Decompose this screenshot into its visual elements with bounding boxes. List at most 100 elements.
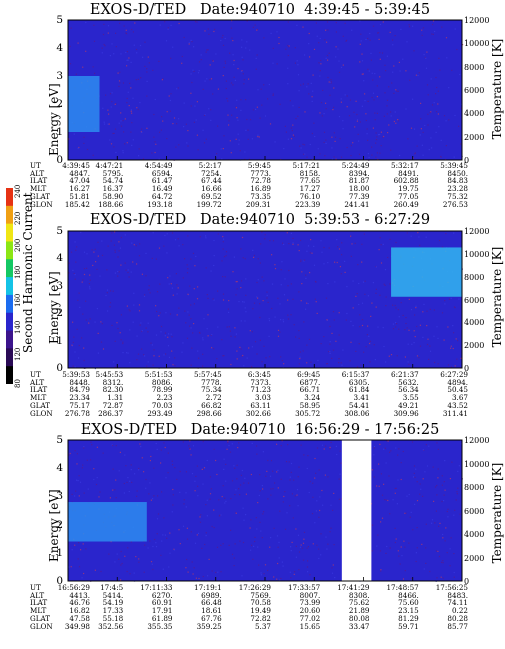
table-cell: 17:11:33	[140, 583, 173, 592]
table-cell: 76.10	[299, 191, 321, 201]
table-cell: 23.15	[398, 606, 419, 616]
heatmap-plot	[67, 19, 464, 161]
table-row-label: MLT	[30, 393, 47, 403]
table-cell: 8448.	[69, 377, 90, 387]
table-cell: 6:21:37	[391, 370, 419, 379]
y2-tick-label: 8000	[464, 272, 485, 282]
y2-tick-label: 4000	[464, 318, 485, 328]
table-cell: 16.82	[69, 606, 90, 616]
table-cell: 75.17	[69, 400, 90, 410]
table-cell: 199.72	[196, 199, 222, 209]
table-row-label: ILAT	[30, 176, 48, 186]
table-row-label: MLT	[30, 184, 47, 194]
y2-tick-label: 12000	[464, 436, 490, 445]
table-cell: 8491.	[398, 168, 419, 178]
table-cell: 3.24	[304, 393, 321, 403]
table-cell: 47.58	[69, 613, 90, 623]
y2-axis-label: Temperature [K]	[490, 462, 504, 564]
heatmap-plot	[67, 439, 463, 582]
table-cell: 8158.	[299, 168, 321, 178]
table-cell: 46.76	[69, 598, 90, 608]
table-cell: 4:54:49	[144, 161, 173, 170]
table-cell: 8483.	[447, 590, 468, 600]
table-cell: 185.42	[64, 199, 90, 209]
table-cell: 66.82	[201, 400, 222, 410]
y-axis-label: Energy [eV]	[47, 83, 61, 156]
table-cell: 276.78	[64, 408, 90, 418]
table-cell: 43.52	[447, 400, 468, 410]
table-row-label: ALT	[30, 168, 45, 178]
y-tick-label: 3	[56, 70, 63, 82]
table-row-label: GLAT	[30, 613, 51, 623]
table-cell: 73.35	[250, 191, 271, 201]
table-cell: 5:2:17	[198, 161, 222, 170]
y-tick-label: 5	[56, 434, 63, 446]
table-cell: 355.35	[147, 621, 173, 631]
table-cell: 49.21	[398, 400, 419, 410]
y-tick-label: 4	[56, 252, 63, 265]
table-cell: 16.66	[201, 184, 222, 194]
table-cell: 66.71	[299, 385, 321, 395]
enhancement-region	[391, 247, 462, 297]
table-row-label: UT	[30, 583, 41, 592]
table-cell: 17:41:29	[337, 583, 370, 592]
table-cell: 305.72	[295, 408, 321, 418]
table-cell: 5632.	[398, 377, 419, 387]
colorbar-segment	[6, 330, 13, 349]
table-cell: 311.41	[442, 408, 468, 418]
table-cell: 6270.	[151, 590, 173, 600]
table-row-label: ALT	[30, 590, 45, 600]
table-cell: 302.66	[245, 408, 271, 418]
y2-tick-label: 12000	[464, 16, 490, 25]
table-cell: 18.00	[348, 184, 370, 194]
table-cell: 70.58	[250, 598, 271, 608]
heatmap-plot	[67, 230, 463, 370]
table-cell: 5795.	[102, 168, 124, 178]
table-cell: 193.18	[147, 199, 173, 209]
table-cell: 4413.	[69, 590, 90, 600]
table-cell: 19.75	[398, 184, 419, 194]
table-cell: 73.99	[299, 598, 321, 608]
table-cell: 72.78	[250, 176, 271, 186]
y-tick-label: 3	[56, 279, 63, 292]
heatmap-background	[68, 20, 462, 160]
table-cell: 84.79	[69, 385, 90, 395]
table-row-label: MLT	[30, 606, 47, 616]
table-cell: 77.02	[299, 613, 321, 623]
table-cell: 5:32:17	[391, 161, 419, 170]
colorbar-segment	[6, 348, 13, 367]
table-cell: 66.48	[201, 598, 222, 608]
table-cell: 69.52	[201, 191, 222, 201]
panel-title: EXOS-D/TED Date:940710 16:56:29 - 17:56:…	[80, 422, 440, 438]
table-cell: 6:27:29	[440, 370, 468, 379]
table-cell: 75.62	[348, 598, 370, 608]
table-cell: 5414.	[102, 590, 124, 600]
table-cell: 80.08	[348, 613, 370, 623]
colorbar-segment	[6, 259, 13, 278]
y2-tick-label: 10000	[464, 39, 490, 49]
table-cell: 7773.	[250, 168, 271, 178]
panel-1: EXOS-D/TED Date:940710 4:39:45 - 5:39:45…	[0, 0, 505, 215]
table-cell: 16:56:29	[57, 583, 90, 592]
table-cell: 8007.	[299, 590, 321, 600]
table-cell: 54.19	[102, 598, 124, 608]
table-cell: 7373.	[250, 377, 271, 387]
table-cell: 17:48:57	[386, 583, 419, 592]
y2-tick-label: 8000	[464, 62, 485, 72]
y-tick-label: 0	[56, 154, 63, 166]
panel-title: EXOS-D/TED Date:940710 5:39:53 - 6:27:29	[89, 212, 431, 228]
table-cell: 5:39:45	[440, 161, 468, 170]
table-cell: 241.41	[344, 199, 370, 209]
colorbar	[6, 188, 13, 384]
table-cell: 2.72	[205, 393, 222, 403]
table-cell: 50.45	[447, 385, 468, 395]
colorbar-segment	[6, 205, 13, 225]
table-row-label: UT	[30, 161, 41, 170]
y-tick-label: 5	[56, 225, 63, 237]
y2-tick-label: 0	[464, 577, 470, 586]
table-cell: 60.91	[151, 598, 173, 608]
table-row-label: GLON	[30, 199, 53, 209]
table-cell: 23.34	[69, 393, 90, 403]
y-tick-label: 3	[56, 490, 63, 503]
panel-title: EXOS-D/TED Date:940710 4:39:45 - 5:39:45	[89, 2, 431, 18]
